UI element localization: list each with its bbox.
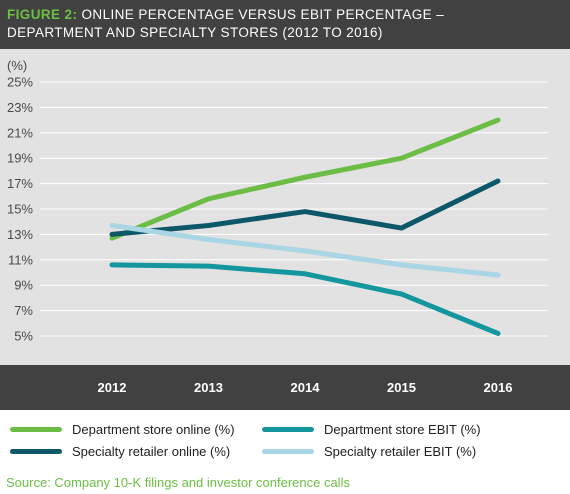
chart-title-line-1: FIGURE 2: ONLINE PERCENTAGE VERSUS EBIT … <box>7 7 444 22</box>
legend-item-specialty-retailer-online: Specialty retailer online (%) <box>10 442 230 460</box>
legend-item-specialty-retailer-ebit: Specialty retailer EBIT (%) <box>262 442 476 460</box>
y-tick-label: 13% <box>7 227 33 242</box>
y-tick-label: 7% <box>14 303 33 318</box>
y-tick-label: 15% <box>7 202 33 217</box>
legend-swatch <box>10 448 62 454</box>
x-tick-label: 2012 <box>98 380 127 395</box>
y-tick-label: 19% <box>7 151 33 166</box>
legend-swatch <box>262 426 314 432</box>
x-tick-label: 2015 <box>387 380 416 395</box>
legend-label: Department store online (%) <box>72 421 235 437</box>
y-tick-label: 21% <box>7 125 33 140</box>
legend-label: Department store EBIT (%) <box>324 421 481 437</box>
legend-label: Specialty retailer online (%) <box>72 443 231 459</box>
legend-swatch <box>262 448 314 454</box>
y-tick-label: 25% <box>7 75 33 90</box>
y-tick-label: 9% <box>14 278 33 293</box>
legend-label: Specialty retailer EBIT (%) <box>324 443 477 459</box>
chart-header: FIGURE 2: ONLINE PERCENTAGE VERSUS EBIT … <box>0 0 570 49</box>
series-line-department-store-ebit <box>109 262 501 336</box>
y-tick-label: 5% <box>14 329 33 344</box>
chart-title-text-1: ONLINE PERCENTAGE VERSUS EBIT PERCENTAGE… <box>81 7 445 22</box>
legend: Department store online (%) Department s… <box>0 410 570 470</box>
x-tick-label: 2014 <box>291 380 321 395</box>
series-line-specialty-retailer-ebit <box>109 223 501 278</box>
legend-item-department-store-ebit: Department store EBIT (%) <box>262 420 481 438</box>
line-chart: 5% 7% 9% 11% 13% 15% 17% 19% 21% 23% 25% (%) 2012 201… <box>7 58 548 395</box>
y-axis-label: (%) <box>7 58 27 73</box>
legend-swatch <box>10 426 62 432</box>
figure-label: FIGURE 2: <box>7 7 78 22</box>
y-tick-label: 11% <box>8 252 33 267</box>
series-line-specialty-retailer-online <box>109 178 501 237</box>
series-line-department-store-online <box>109 117 501 241</box>
x-tick-label: 2013 <box>194 380 223 395</box>
chart-title-line-2: DEPARTMENT AND SPECIALTY STORES (2012 TO… <box>7 25 383 40</box>
source-note: Source: Company 10-K filings and investo… <box>6 475 350 490</box>
plot-area <box>0 49 570 365</box>
y-tick-label: 17% <box>7 176 33 191</box>
x-axis-band <box>0 365 570 410</box>
x-tick-label: 2016 <box>484 380 513 395</box>
y-tick-label: 23% <box>7 100 33 115</box>
legend-item-department-store-online: Department store online (%) <box>10 420 235 438</box>
